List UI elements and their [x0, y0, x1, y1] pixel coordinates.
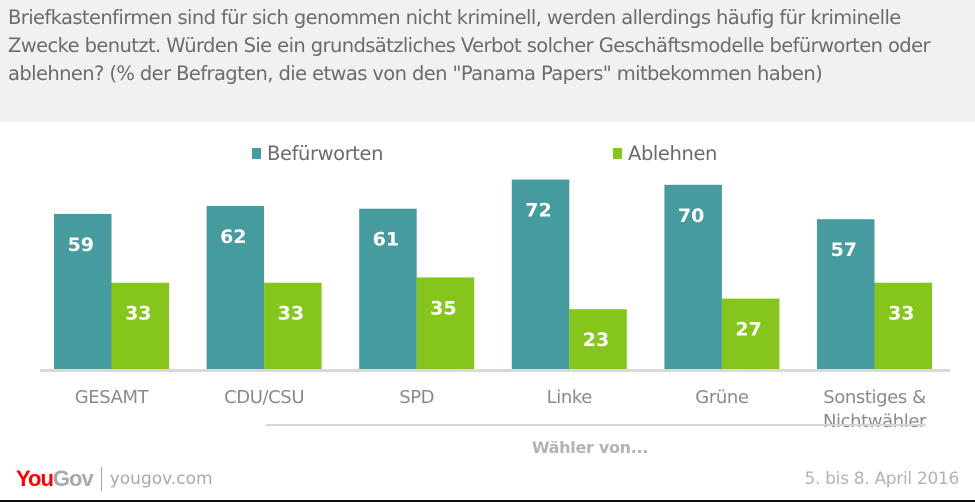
legend-item-ablehnen: Ablehnen: [613, 141, 718, 165]
legend-label-befuerworten: Befürworten: [267, 141, 384, 165]
bar-ablehnen-spd: [416, 277, 475, 370]
bar-bef-rworten-gesamt: [54, 213, 112, 370]
bar-bef-rworten-linke: [511, 179, 570, 370]
category-label-gr-ne: Grüne: [647, 386, 797, 410]
data-label-bef-rworten-gesamt: 59: [68, 234, 94, 256]
chart-title: Briefkastenfirmen sind für sich genommen…: [8, 6, 930, 85]
data-label-ablehnen-gesamt: 33: [125, 303, 151, 325]
category-label-spd: SPD: [342, 386, 492, 410]
category-label-sonstiges-nichtw-hler: Sonstiges & Nichtwähler: [800, 386, 950, 434]
baseline: [40, 369, 950, 372]
bars-layer: 59 33 62 33 61 35 72 23 70 27 57 33: [54, 179, 932, 370]
brand-footer: You Gov yougov.com: [16, 466, 213, 492]
category-label-line: Grüne: [695, 387, 749, 408]
legend-swatch-ablehnen: [613, 147, 622, 159]
legend-swatch-befuerworten: [252, 147, 261, 159]
data-label-bef-rworten-spd: 61: [373, 229, 399, 251]
bar-bef-rworten-gr-ne: [664, 184, 722, 370]
bar-ablehnen-cdu-csu: [264, 282, 322, 370]
group-label: Wähler von...: [531, 438, 649, 457]
bar-bef-rworten-spd: [359, 208, 417, 370]
category-label-line: Linke: [546, 387, 593, 408]
category-label-line: Nichtwähler: [822, 411, 927, 432]
category-label-line: CDU/CSU: [224, 387, 305, 408]
header-band: Briefkastenfirmen sind für sich genommen…: [0, 0, 975, 122]
legend-item-befuerworten: Befürworten: [252, 141, 384, 165]
category-label-gesamt: GESAMT: [37, 386, 187, 410]
data-label-bef-rworten-sonstiges-nichtw-hler: 57: [831, 239, 857, 261]
data-label-ablehnen-gr-ne: 27: [735, 319, 761, 341]
data-label-ablehnen-cdu-csu: 33: [278, 303, 304, 325]
bar-ablehnen-gr-ne: [721, 298, 780, 370]
bar-bef-rworten-cdu-csu: [206, 206, 265, 370]
category-label-linke: Linke: [494, 386, 644, 410]
data-label-ablehnen-spd: 35: [430, 297, 456, 319]
bar-ablehnen-linke: [569, 309, 627, 370]
data-label-ablehnen-sonstiges-nichtw-hler: 33: [888, 303, 914, 325]
bar-ablehnen-sonstiges-nichtw-hler: [874, 282, 932, 370]
legend-label-ablehnen: Ablehnen: [628, 141, 718, 165]
survey-date: 5. bis 8. April 2016: [804, 469, 959, 489]
brand-url: yougov.com: [109, 469, 213, 489]
data-label-ablehnen-linke: 23: [583, 329, 609, 351]
logo-gov: Gov: [52, 466, 94, 491]
category-label-line: Sonstiges &: [823, 387, 926, 408]
bottom-rule: [0, 500, 975, 502]
bar-ablehnen-gesamt: [111, 282, 169, 370]
data-label-bef-rworten-cdu-csu: 62: [220, 226, 246, 248]
category-label-line: SPD: [399, 387, 435, 408]
brand-separator: [100, 467, 102, 491]
logo-you: You: [16, 466, 54, 491]
data-label-bef-rworten-linke: 72: [525, 200, 551, 222]
category-label-cdu-csu: CDU/CSU: [189, 386, 339, 410]
data-label-bef-rworten-gr-ne: 70: [678, 205, 704, 227]
category-label-line: GESAMT: [74, 387, 149, 408]
bar-bef-rworten-sonstiges-nichtw-hler: [817, 219, 875, 370]
group-bracket-line: [266, 424, 926, 426]
